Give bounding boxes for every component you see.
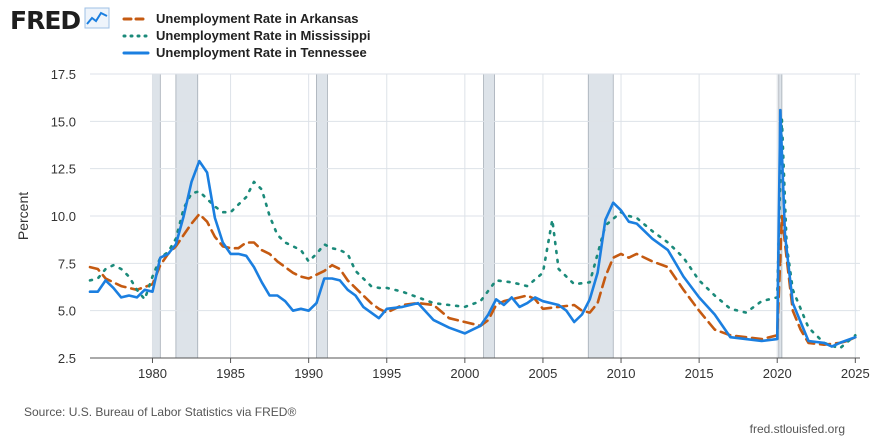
x-tick-label: 1985 <box>216 366 245 381</box>
x-tick-label: 1990 <box>294 366 323 381</box>
legend-item: Unemployment Rate in Arkansas <box>122 10 371 27</box>
y-tick-label: 12.5 <box>51 162 76 177</box>
y-axis-label: Percent <box>15 192 31 240</box>
legend-swatch <box>122 51 150 54</box>
y-tick-label: 7.5 <box>58 256 76 271</box>
x-tick-label: 1980 <box>138 366 167 381</box>
y-tick-label: 5.0 <box>58 304 76 319</box>
legend-swatch <box>122 34 150 37</box>
source-note: Source: U.S. Bureau of Labor Statistics … <box>24 405 297 419</box>
x-tick-label: 2025 <box>841 366 870 381</box>
legend-swatch <box>122 17 150 20</box>
site-link[interactable]: fred.stlouisfed.org <box>749 422 845 436</box>
x-tick-label: 2005 <box>528 366 557 381</box>
legend-label: Unemployment Rate in Tennessee <box>156 45 367 60</box>
series-line-1 <box>88 212 857 347</box>
x-tick-label: 2000 <box>450 366 479 381</box>
line-chart: 2.5 5.0 7.5 10.0 12.5 15.0 17.5 1980 1985 1990 199… <box>15 67 870 381</box>
y-tick-label: 2.5 <box>58 351 76 366</box>
y-tick-label: 17.5 <box>51 67 76 82</box>
legend-label: Unemployment Rate in Arkansas <box>156 11 359 26</box>
y-tick-label: 10.0 <box>51 209 76 224</box>
x-tick-label: 2015 <box>685 366 714 381</box>
series-line-3 <box>88 108 857 348</box>
legend-item: Unemployment Rate in Mississippi <box>122 27 371 44</box>
chart-header: FRED Unemployment Rate in Arkansas Unempl… <box>0 0 880 68</box>
x-tick-label: 2010 <box>607 366 636 381</box>
series-line-2 <box>88 118 857 350</box>
fred-logo-text: FRED <box>10 6 81 35</box>
fred-logo[interactable]: FRED <box>10 6 110 35</box>
y-tick-label: 15.0 <box>51 114 76 129</box>
legend-label: Unemployment Rate in Mississippi <box>156 28 371 43</box>
chart-legend: Unemployment Rate in Arkansas Unemploymen… <box>122 10 371 61</box>
line-chart-icon <box>84 7 110 34</box>
x-tick-label: 1995 <box>372 366 401 381</box>
legend-item: Unemployment Rate in Tennessee <box>122 44 371 61</box>
x-tick-label: 2020 <box>763 366 792 381</box>
